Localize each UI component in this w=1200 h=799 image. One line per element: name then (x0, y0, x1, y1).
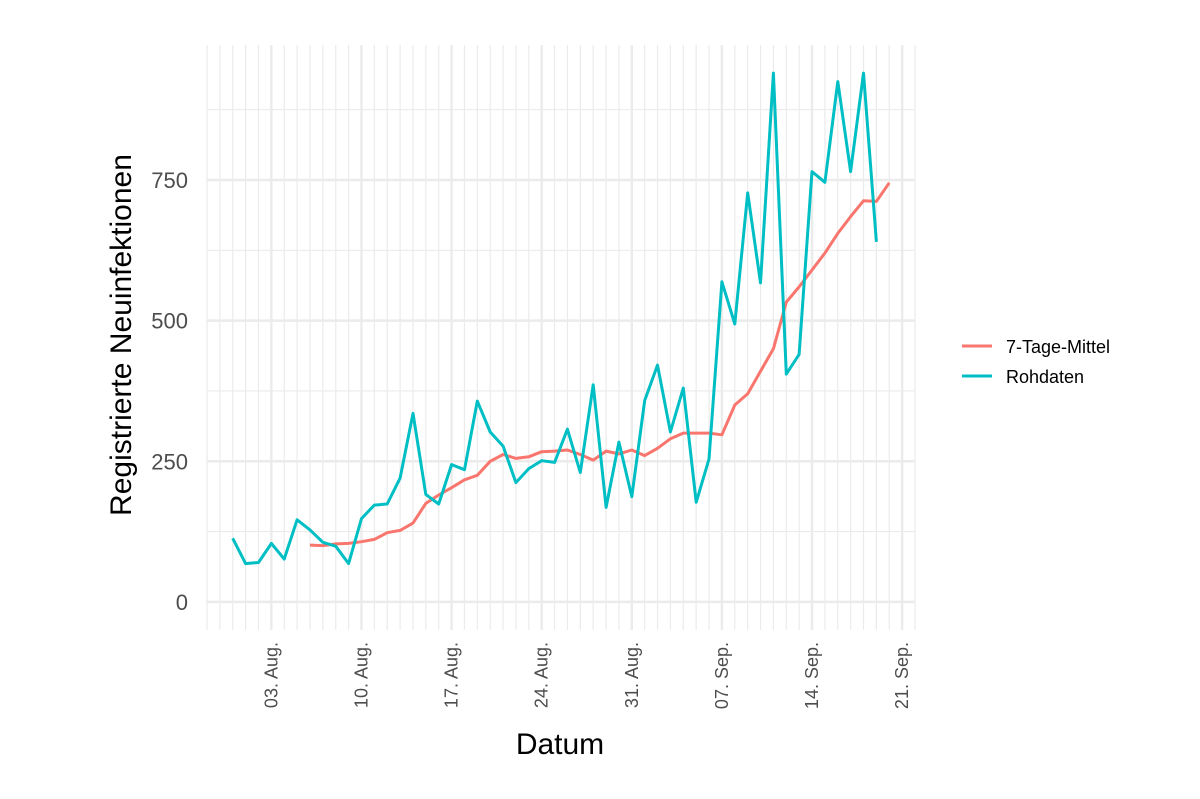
x-tick-label: 21. Sep. (892, 642, 912, 709)
x-tick-label: 10. Aug. (351, 642, 371, 708)
legend-label: Rohdaten (1006, 367, 1084, 387)
x-axis-title: Datum (516, 728, 604, 761)
x-tick-label: 17. Aug. (442, 642, 462, 708)
series-line-7-tage-mittel (309, 181, 891, 548)
y-tick-label: 750 (151, 168, 188, 193)
y-axis-ticks: 0 250 500 750 (151, 168, 188, 615)
y-axis-title: Registrierte Neuinfektionen (105, 154, 138, 516)
series-lines (231, 71, 891, 566)
x-axis-ticks: 03. Aug. 10. Aug. 17. Aug. 24. Aug. 31. Aug.… (261, 642, 912, 709)
y-tick-label: 0 (176, 590, 188, 615)
series-line-rohdaten (231, 71, 878, 566)
x-tick-label: 07. Sep. (712, 642, 732, 709)
x-tick-label: 31. Aug. (622, 642, 642, 708)
y-tick-label: 250 (151, 449, 188, 474)
minor-gridlines (206, 45, 916, 630)
legend-label: 7-Tage-Mittel (1006, 337, 1110, 357)
major-gridlines (207, 45, 915, 630)
x-tick-label: 03. Aug. (261, 642, 281, 708)
y-tick-label: 500 (151, 309, 188, 334)
legend: 7-Tage-Mittel Rohdaten (962, 337, 1110, 387)
x-tick-label: 14. Sep. (802, 642, 822, 709)
x-tick-label: 24. Aug. (532, 642, 552, 708)
